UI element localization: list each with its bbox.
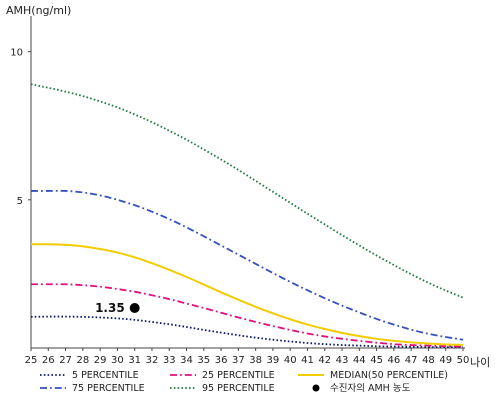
x-tick-label: 46	[388, 355, 401, 366]
x-tick-label: 30	[111, 355, 124, 366]
series-line-25-percentile	[31, 283, 464, 348]
legend-item: 수진자의 AMH 농도	[312, 383, 411, 394]
x-axis-title: 나이	[470, 356, 490, 369]
x-tick-label: 31	[128, 355, 141, 366]
legend-item: 75 PERCENTILE	[40, 383, 145, 394]
series-line-75-percentile	[31, 189, 464, 341]
y-axis-title: AMH(ng/ml)	[6, 4, 71, 17]
series-line-95-percentile	[30, 83, 464, 299]
x-tick-label: 43	[336, 355, 349, 366]
legend-label: 75 PERCENTILE	[72, 383, 145, 394]
y-tick-label: 10	[10, 48, 23, 59]
x-tick-label: 45	[370, 355, 383, 366]
x-tick-label: 29	[94, 355, 107, 366]
legend-item: 25 PERCENTILE	[170, 370, 275, 381]
legend-label: 95 PERCENTILE	[202, 383, 275, 394]
patient-amh-value-label: 1.35	[95, 301, 125, 315]
x-tick-label: 37	[232, 355, 245, 366]
x-tick-label: 27	[59, 355, 72, 366]
legend: 5 PERCENTILE 75 PERCENTILE 25 PERCENTILE 95…	[40, 370, 448, 394]
x-tick-label: 41	[301, 355, 314, 366]
y-tick-label: 5	[17, 196, 23, 207]
legend-item: 5 PERCENTILE	[40, 370, 139, 381]
x-tick-label: 34	[180, 355, 193, 366]
x-tick-label: 39	[267, 355, 280, 366]
x-tick-label: 35	[197, 355, 210, 366]
legend-item: 95 PERCENTILE	[170, 383, 275, 394]
legend-label: 25 PERCENTILE	[202, 370, 275, 381]
x-tick-label: 44	[353, 355, 366, 366]
legend-label: 5 PERCENTILE	[72, 370, 139, 381]
series-line-5-percentile	[30, 315, 463, 349]
plot-area: 5 10 25 26 27 28 29 30 31 32 33 34 35 36 37 38 39 40 41 42 4…	[10, 16, 469, 366]
legend-marker-swatch	[312, 384, 320, 392]
legend-item: MEDIAN(50 PERCENTILE)	[298, 370, 448, 381]
x-tick-label: 32	[146, 355, 159, 366]
x-tick-label: 49	[439, 355, 452, 366]
x-tick-label: 25	[25, 355, 38, 366]
x-tick-label: 36	[215, 355, 228, 366]
legend-label: MEDIAN(50 PERCENTILE)	[330, 370, 448, 381]
legend-label: 수진자의 AMH 농도	[330, 383, 411, 394]
x-tick-label: 28	[76, 355, 89, 366]
x-tick-label: 33	[163, 355, 176, 366]
x-tick-label: 26	[42, 355, 55, 366]
x-tick-label: 48	[422, 355, 435, 366]
x-tick-label: 47	[405, 355, 418, 366]
x-tick-label: 42	[318, 355, 331, 366]
x-tick-label: 38	[249, 355, 262, 366]
series-line-median-50-percentile	[30, 243, 464, 347]
patient-amh-marker	[129, 302, 140, 313]
x-tick-label: 40	[284, 355, 297, 366]
x-tick-label: 50	[457, 355, 470, 366]
